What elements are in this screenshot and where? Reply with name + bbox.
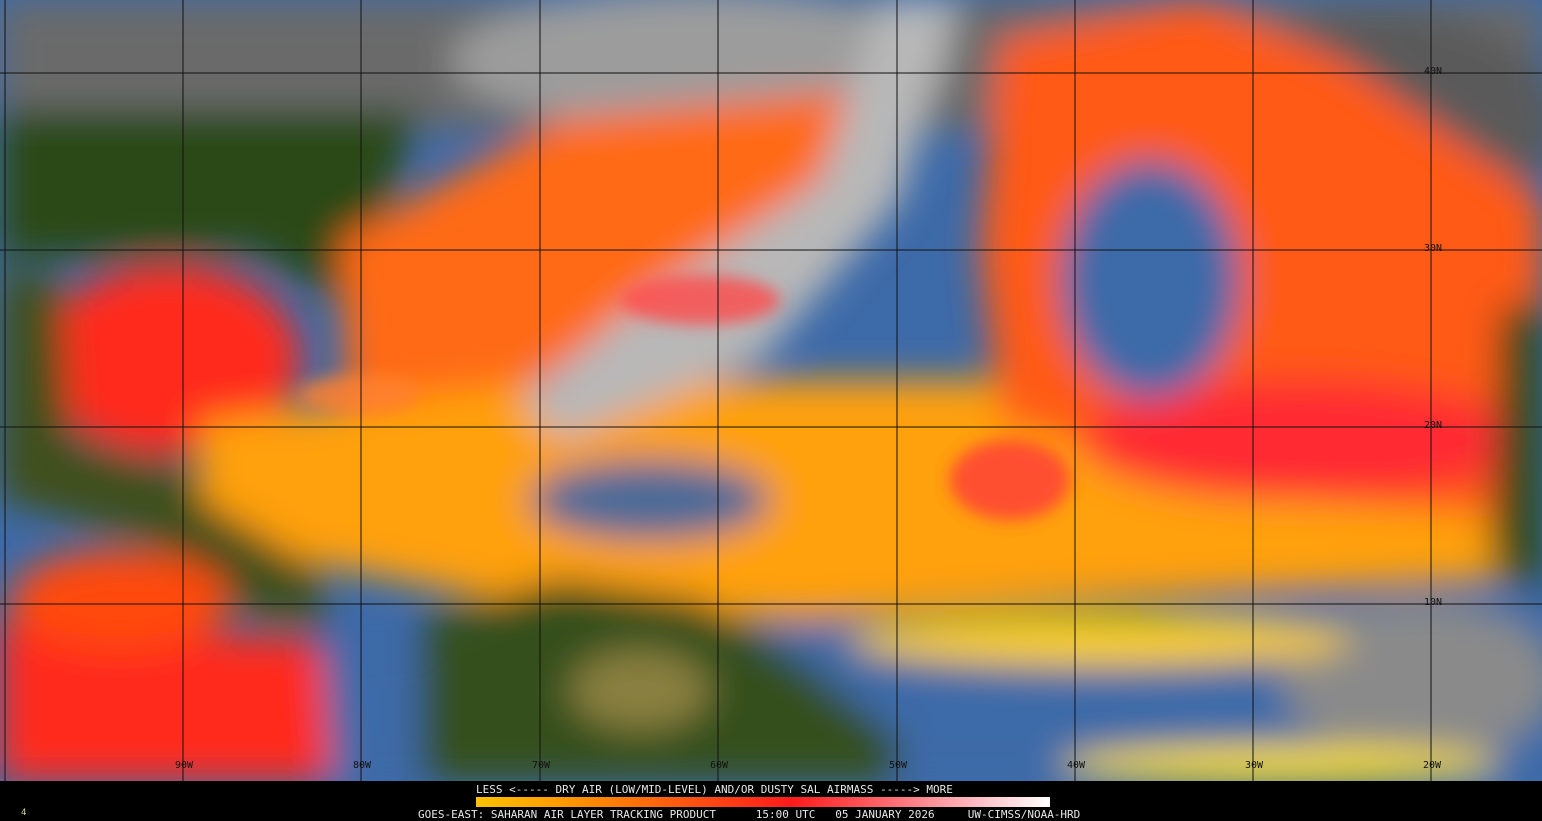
lat-label: 20N [1424, 420, 1443, 431]
land-usa [0, 110, 420, 300]
lon-label: 50W [889, 760, 908, 771]
lon-label: 40W [1067, 760, 1086, 771]
lat-label: 10N [1424, 597, 1443, 608]
lat-label: 30N [1424, 243, 1443, 254]
product-time: 15:00 UTC [755, 808, 816, 821]
frame-number: 4 [21, 808, 27, 818]
satellite-map: 90W 80W 70W 60W 50W 40W 30W 20W 40N 30N … [0, 0, 1542, 781]
product-name: GOES-EAST: SAHARAN AIR LAYER TRACKING PR… [418, 808, 717, 821]
lat-lon-grid [0, 0, 1542, 781]
lon-label: 90W [175, 760, 194, 771]
lat-label: 40N [1424, 66, 1443, 77]
color-scale [476, 797, 1050, 807]
gulf-dry-air [40, 265, 300, 455]
legend-title: LESS <----- DRY AIR (LOW/MID-LEVEL) AND/… [476, 783, 953, 796]
product-footer: GOES-EAST: SAHARAN AIR LAYER TRACKING PR… [418, 808, 1080, 821]
lon-label: 20W [1423, 760, 1442, 771]
lon-label: 60W [710, 760, 729, 771]
satellite-imagery [0, 0, 1542, 781]
land-africa [1490, 300, 1542, 600]
lon-label: 30W [1245, 760, 1264, 771]
lon-label: 70W [532, 760, 551, 771]
cloud-band [520, 0, 960, 440]
lon-label: 80W [353, 760, 372, 771]
product-date: 05 JANUARY 2026 [835, 808, 935, 821]
product-credit: UW-CIMSS/NOAA-HRD [967, 808, 1081, 821]
